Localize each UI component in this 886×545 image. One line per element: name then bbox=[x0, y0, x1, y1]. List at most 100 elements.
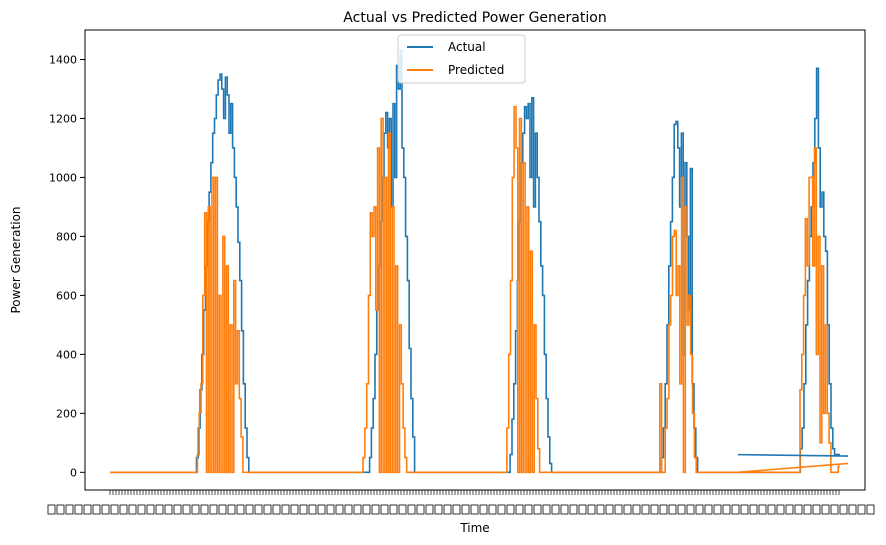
x-tick-label bbox=[659, 504, 668, 515]
x-tick-label bbox=[281, 504, 290, 515]
x-tick-label bbox=[146, 504, 155, 515]
x-tick-label bbox=[74, 504, 83, 515]
x-tick-label bbox=[137, 504, 146, 515]
x-tick-label bbox=[641, 504, 650, 515]
x-tick-label bbox=[848, 504, 857, 515]
axes-frame bbox=[84, 29, 866, 491]
x-tick-label bbox=[263, 504, 272, 515]
x-tick-label bbox=[542, 504, 551, 515]
x-tick-label bbox=[488, 504, 497, 515]
x-tick-label bbox=[65, 504, 74, 515]
x-tick-label bbox=[209, 504, 218, 515]
x-tick-label bbox=[668, 504, 677, 515]
x-tick-label bbox=[497, 504, 506, 515]
x-tick-label bbox=[605, 504, 614, 515]
x-tick-label bbox=[398, 504, 407, 515]
x-tick-label bbox=[803, 504, 812, 515]
x-tick-label bbox=[785, 504, 794, 515]
x-tick-label bbox=[389, 504, 398, 515]
y-tick-label: 1000 bbox=[49, 171, 77, 184]
y-tick-label: 600 bbox=[56, 289, 77, 302]
y-tick-label: 400 bbox=[56, 348, 77, 361]
x-tick-label bbox=[740, 504, 749, 515]
x-tick-marks bbox=[109, 490, 840, 495]
x-tick-label bbox=[380, 504, 389, 515]
x-tick-label bbox=[704, 504, 713, 515]
x-tick-label bbox=[830, 504, 839, 515]
x-tick-label bbox=[560, 504, 569, 515]
x-tick-label bbox=[650, 504, 659, 515]
y-tick-label: 0 bbox=[70, 466, 77, 479]
x-tick-label bbox=[524, 504, 533, 515]
x-tick-label bbox=[191, 504, 200, 515]
x-tick-label bbox=[632, 504, 641, 515]
x-tick-label bbox=[407, 504, 416, 515]
x-tick-label bbox=[515, 504, 524, 515]
x-tick-label bbox=[371, 504, 380, 515]
x-tick-label bbox=[596, 504, 605, 515]
x-tick-label bbox=[272, 504, 281, 515]
x-tick-label bbox=[236, 504, 245, 515]
x-tick-label bbox=[164, 504, 173, 515]
x-tick-label bbox=[56, 504, 65, 515]
x-tick-label bbox=[794, 504, 803, 515]
y-tick-label: 800 bbox=[56, 230, 77, 243]
x-tick-label bbox=[623, 504, 632, 515]
x-tick-label bbox=[461, 504, 470, 515]
y-tick-label: 200 bbox=[56, 407, 77, 420]
x-tick-label bbox=[758, 504, 767, 515]
x-tick-label bbox=[101, 504, 110, 515]
x-tick-label bbox=[128, 504, 137, 515]
x-tick-label bbox=[857, 504, 866, 515]
x-tick-label bbox=[299, 504, 308, 515]
x-tick-label bbox=[344, 504, 353, 515]
y-tick-label: 1200 bbox=[49, 112, 77, 125]
x-tick-label bbox=[695, 504, 704, 515]
x-tick-label bbox=[335, 504, 344, 515]
y-axis-label: Power Generation bbox=[9, 206, 23, 313]
x-tick-label bbox=[425, 504, 434, 515]
x-tick-label bbox=[434, 504, 443, 515]
x-tick-label bbox=[218, 504, 227, 515]
series-layer bbox=[110, 49, 849, 474]
x-axis-label: Time bbox=[459, 521, 489, 535]
x-tick-label bbox=[254, 504, 263, 515]
x-tick-label bbox=[506, 504, 515, 515]
x-tick-label bbox=[290, 504, 299, 515]
chart-title: Actual vs Predicted Power Generation bbox=[343, 10, 606, 26]
x-tick-label bbox=[353, 504, 362, 515]
x-tick-label bbox=[578, 504, 587, 515]
x-tick-label bbox=[614, 504, 623, 515]
x-tick-label bbox=[83, 504, 92, 515]
x-tick-label bbox=[182, 504, 191, 515]
x-tick-label bbox=[587, 504, 596, 515]
x-tick-label bbox=[47, 504, 56, 515]
x-tick-label bbox=[731, 504, 740, 515]
series-line-predicted bbox=[110, 105, 840, 474]
x-tick-label bbox=[767, 504, 776, 515]
x-tick-label bbox=[551, 504, 560, 515]
x-tick-label bbox=[155, 504, 164, 515]
plot-area: 0 200 400 600 800 1000 1200 1400 bbox=[47, 29, 875, 515]
series-wrap-predicted bbox=[737, 462, 849, 474]
x-tick-label bbox=[173, 504, 182, 515]
x-tick-label bbox=[812, 504, 821, 515]
x-tick-label bbox=[821, 504, 830, 515]
x-tick-label bbox=[776, 504, 785, 515]
x-tick-label bbox=[200, 504, 209, 515]
x-tick-labels bbox=[47, 504, 875, 515]
x-tick-label bbox=[92, 504, 101, 515]
x-tick-label bbox=[470, 504, 479, 515]
x-tick-label bbox=[110, 504, 119, 515]
x-tick-label bbox=[569, 504, 578, 515]
x-tick-label bbox=[533, 504, 542, 515]
x-tick-label bbox=[443, 504, 452, 515]
y-axis-ticks: 0 200 400 600 800 1000 1200 1400 bbox=[49, 53, 85, 479]
x-tick-label bbox=[677, 504, 686, 515]
x-tick-label bbox=[245, 504, 254, 515]
x-tick-label bbox=[452, 504, 461, 515]
y-tick-label: 1400 bbox=[49, 53, 77, 66]
x-tick-label bbox=[686, 504, 695, 515]
x-tick-label bbox=[722, 504, 731, 515]
